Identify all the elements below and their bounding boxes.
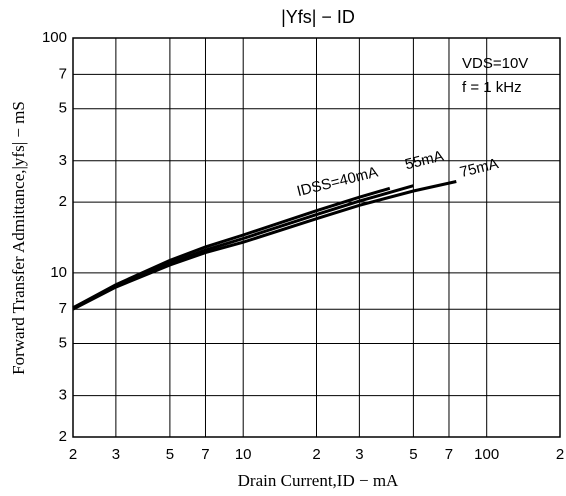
x-tick-label: 3 — [112, 446, 120, 463]
chart-title: |Yfs| − ID — [281, 7, 355, 27]
data-line — [72, 180, 457, 311]
x-tick-label: 7 — [201, 446, 209, 463]
y-tick-label: 100 — [42, 29, 67, 46]
x-tick-label: 5 — [409, 446, 417, 463]
x-tick-label: 2 — [556, 446, 564, 463]
y-tick-label: 10 — [50, 264, 67, 281]
series-label: 75mA — [458, 155, 500, 181]
x-tick-label: 2 — [69, 446, 77, 463]
y-tick-label: 7 — [59, 300, 67, 317]
series-label: 55mA — [403, 147, 445, 173]
x-tick-label: 2 — [312, 446, 320, 463]
y-tick-label: 5 — [59, 335, 67, 352]
y-tick-label: 3 — [59, 152, 67, 169]
x-tick-label: 7 — [445, 446, 453, 463]
annotation: VDS=10V — [462, 55, 528, 72]
x-tick-label: 10 — [235, 446, 252, 463]
y-axis-label: Forward Transfer Admittance,|yfs| − mS — [9, 101, 28, 375]
y-tick-label: 7 — [59, 65, 67, 82]
y-tick-label: 5 — [59, 100, 67, 117]
annotation: f = 1 kHz — [462, 79, 522, 96]
x-tick-label: 100 — [474, 446, 499, 463]
y-tick-label: 2 — [59, 428, 67, 445]
x-tick-label: 5 — [166, 446, 174, 463]
y-tick-label: 2 — [59, 193, 67, 210]
x-tick-label: 3 — [355, 446, 363, 463]
x-axis-label: Drain Current,ID − mA — [238, 471, 399, 490]
annotation-box — [446, 52, 558, 100]
y-tick-label: 3 — [59, 387, 67, 404]
